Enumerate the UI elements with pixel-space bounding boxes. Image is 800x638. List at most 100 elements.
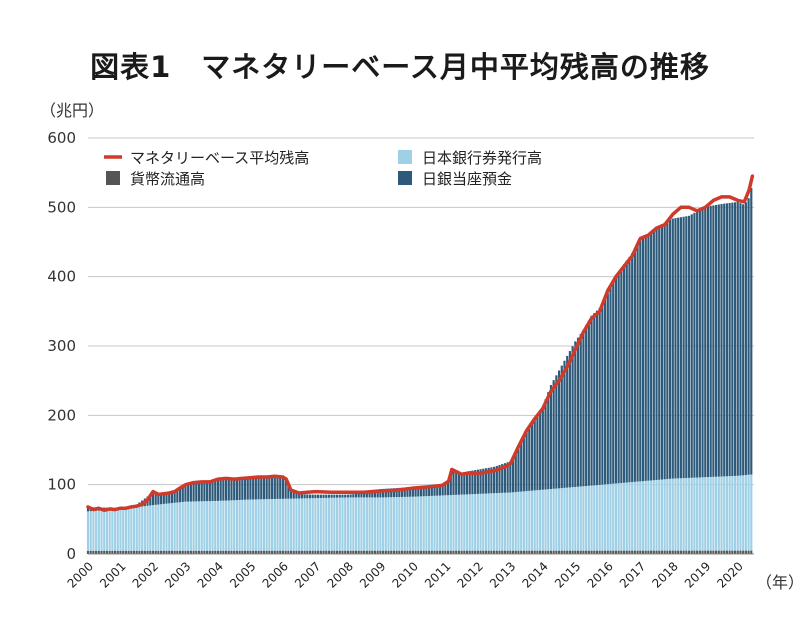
bar-banknotes	[696, 477, 699, 551]
bar-coins	[723, 550, 726, 554]
x-tick-label: 2009	[357, 559, 388, 590]
bar-current-deposits	[455, 470, 458, 495]
chart-title: 図表1 マネタリーベース月中平均残高の推移	[90, 50, 710, 84]
bar-coins	[157, 550, 160, 554]
bar-current-deposits	[425, 485, 428, 497]
bar-banknotes	[268, 499, 271, 551]
x-tick-label: 2015	[552, 559, 583, 590]
bar-coins	[641, 550, 645, 554]
x-tick-label: 2002	[130, 559, 161, 590]
bar-current-deposits	[725, 203, 729, 477]
bar-coins	[146, 550, 149, 554]
bar-coins	[482, 550, 485, 554]
bar-current-deposits	[528, 427, 531, 491]
bar-banknotes	[271, 499, 274, 551]
bar-current-deposits	[268, 477, 271, 500]
bar-current-deposits	[338, 494, 341, 498]
bar-current-deposits	[728, 202, 731, 477]
bar-banknotes	[344, 497, 347, 551]
bar-banknotes	[371, 497, 374, 551]
bar-current-deposits	[739, 203, 742, 476]
bar-coins	[292, 550, 295, 554]
bar-banknotes	[601, 484, 604, 551]
bar-banknotes	[173, 502, 176, 551]
bar-current-deposits	[382, 488, 385, 498]
bar-current-deposits	[157, 492, 160, 505]
bar-banknotes	[376, 497, 379, 551]
bar-current-deposits	[168, 492, 171, 504]
bar-coins	[612, 550, 615, 554]
bar-current-deposits	[479, 469, 482, 494]
bar-current-deposits	[696, 211, 699, 478]
x-tick-label: 2014	[519, 559, 550, 590]
bar-coins	[184, 550, 187, 554]
bar-coins	[119, 550, 122, 554]
y-tick-label: 200	[47, 406, 76, 424]
bar-banknotes	[419, 496, 423, 551]
bar-banknotes	[333, 497, 336, 551]
bar-banknotes	[723, 476, 726, 551]
legend-swatch-box	[398, 150, 412, 164]
bar-coins	[460, 550, 463, 554]
bar-banknotes	[360, 497, 363, 551]
bar-coins	[501, 550, 504, 554]
bar-current-deposits	[690, 214, 693, 478]
bar-banknotes	[287, 498, 290, 551]
bar-coins	[601, 550, 604, 554]
bar-banknotes	[206, 501, 209, 551]
bar-coins	[108, 550, 111, 554]
bar-current-deposits	[647, 234, 650, 481]
bar-coins	[625, 550, 628, 554]
bar-coins	[414, 550, 417, 554]
bar-banknotes	[400, 496, 404, 551]
bar-banknotes	[663, 479, 666, 551]
bar-coins	[660, 550, 664, 554]
bar-coins	[308, 550, 312, 554]
bar-banknotes	[530, 490, 534, 551]
bar-current-deposits	[452, 469, 455, 495]
bar-coins	[387, 550, 390, 554]
x-tick-label: 2016	[584, 559, 615, 590]
bar-banknotes	[346, 497, 349, 551]
bar-banknotes	[557, 488, 561, 551]
bar-banknotes	[484, 493, 488, 551]
bar-banknotes	[262, 499, 266, 551]
bar-current-deposits	[203, 481, 206, 502]
x-tick-label: 2004	[195, 559, 226, 590]
bar-current-deposits	[441, 483, 444, 496]
bar-current-deposits	[306, 494, 309, 499]
bar-current-deposits	[449, 472, 452, 496]
bar-coins	[622, 550, 626, 554]
bar-banknotes	[392, 497, 396, 551]
bar-current-deposits	[335, 494, 339, 498]
bar-coins	[517, 550, 520, 554]
bar-coins	[457, 550, 460, 554]
bar-banknotes	[520, 491, 523, 551]
bar-banknotes	[100, 510, 103, 551]
bar-banknotes	[501, 492, 504, 551]
bar-coins	[522, 550, 525, 554]
bar-coins	[281, 550, 285, 554]
bar-banknotes	[338, 497, 341, 551]
x-tick-label: 2017	[617, 559, 648, 590]
bar-banknotes	[335, 497, 339, 551]
bar-current-deposits	[582, 330, 585, 487]
bar-banknotes	[311, 498, 314, 551]
bar-coins	[701, 550, 704, 554]
bar-banknotes	[184, 501, 187, 551]
bar-current-deposits	[189, 483, 192, 502]
bar-current-deposits	[346, 494, 349, 498]
x-tick-label: 2010	[389, 559, 420, 590]
bar-coins	[395, 550, 398, 554]
bar-coins	[197, 550, 201, 554]
bar-banknotes	[105, 510, 109, 551]
bar-banknotes	[170, 503, 174, 551]
bar-banknotes	[739, 475, 742, 551]
bar-banknotes	[254, 499, 257, 551]
bar-current-deposits	[322, 494, 325, 498]
bar-coins	[644, 550, 647, 554]
bar-current-deposits	[706, 206, 710, 478]
bar-banknotes	[273, 498, 276, 551]
bar-banknotes	[476, 493, 479, 551]
bar-coins	[655, 550, 658, 554]
